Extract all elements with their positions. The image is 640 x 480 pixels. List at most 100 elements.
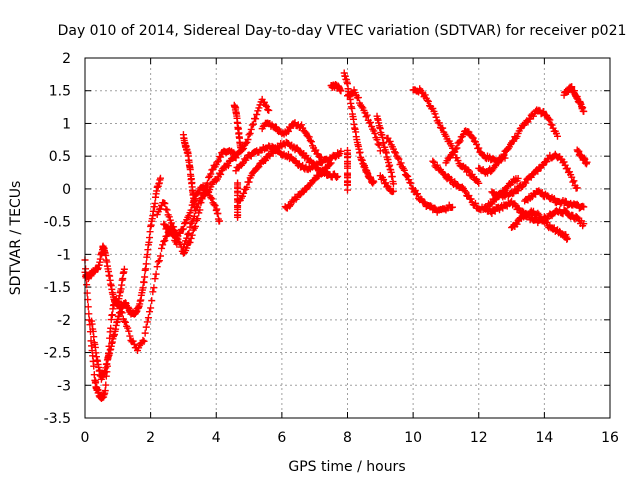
data-point — [159, 241, 167, 249]
data-point — [142, 323, 150, 331]
data-point — [568, 173, 576, 181]
data-point — [224, 162, 232, 170]
data-point — [161, 199, 169, 207]
data-point — [108, 311, 116, 319]
data-point — [161, 237, 169, 245]
data-point — [152, 270, 160, 278]
data-point — [431, 110, 439, 118]
data-point — [120, 265, 128, 273]
y-tick-label: 0 — [62, 182, 71, 198]
y-tick-label: -3 — [57, 378, 71, 394]
data-point — [120, 317, 128, 325]
data-point — [146, 308, 154, 316]
data-point — [547, 120, 555, 128]
data-point — [366, 118, 374, 126]
data-point — [546, 116, 554, 124]
data-point — [244, 136, 252, 144]
data-point — [116, 309, 124, 317]
data-point — [514, 174, 522, 182]
data-point — [499, 154, 507, 162]
data-point — [344, 186, 351, 194]
data-point — [261, 156, 269, 164]
data-point — [187, 219, 195, 227]
data-point — [317, 154, 325, 162]
data-point — [186, 238, 194, 246]
data-point — [265, 106, 273, 114]
y-tick-label: -3.5 — [44, 411, 71, 427]
data-point — [160, 237, 168, 245]
data-point — [191, 204, 199, 212]
data-point — [183, 234, 191, 242]
data-point — [240, 189, 248, 197]
data-point — [185, 229, 193, 237]
data-point — [376, 147, 384, 155]
data-point — [534, 209, 542, 217]
data-point — [165, 213, 173, 221]
data-point — [217, 153, 225, 161]
data-point — [327, 159, 335, 167]
data-point — [263, 102, 271, 110]
data-point — [541, 217, 549, 225]
data-point — [306, 137, 314, 145]
data-point — [570, 177, 578, 185]
data-point — [453, 144, 461, 152]
data-point — [310, 159, 318, 167]
data-point — [513, 220, 521, 228]
data-point — [142, 260, 150, 268]
x-tick-label: 6 — [277, 430, 286, 446]
data-point — [140, 337, 148, 345]
data-point — [217, 170, 225, 178]
data-point — [213, 158, 221, 166]
data-point — [573, 200, 581, 208]
data-point — [488, 200, 496, 208]
x-tick-label: 0 — [81, 430, 90, 446]
series-arc-14 — [327, 80, 345, 95]
series-arc-1 — [81, 242, 128, 308]
data-point — [373, 136, 381, 144]
data-point — [311, 161, 319, 169]
data-point — [455, 138, 463, 146]
data-point — [151, 199, 159, 207]
data-point — [481, 203, 489, 211]
data-point — [149, 288, 157, 296]
series-arc-13 — [281, 159, 335, 212]
data-point — [269, 149, 277, 157]
data-point — [187, 206, 195, 214]
data-point — [156, 252, 164, 260]
data-point — [181, 240, 189, 248]
data-point — [374, 140, 382, 148]
data-point — [153, 263, 161, 271]
data-point — [163, 232, 171, 240]
x-tick-label: 2 — [146, 430, 155, 446]
series-arc-20 — [376, 172, 397, 196]
data-point — [102, 381, 110, 389]
data-point — [245, 178, 253, 186]
data-point — [165, 225, 173, 233]
data-point — [391, 148, 399, 156]
series-arc-17 — [344, 146, 351, 194]
series-arc-3 — [88, 174, 164, 383]
axis-ticks: 0 2 4 6 8 10 12 14 16-3.5-3-2.5-2-1.5-1-0.500.51… — [44, 51, 619, 446]
data-point — [514, 204, 522, 212]
data-point — [129, 337, 137, 345]
data-point — [246, 129, 254, 137]
series-arc-27 — [508, 207, 571, 243]
data-point — [326, 160, 334, 168]
data-point — [249, 120, 257, 128]
data-point — [400, 166, 408, 174]
series-arc-12 — [234, 179, 242, 221]
data-point — [429, 157, 437, 165]
data-point — [261, 101, 269, 109]
data-point — [216, 217, 224, 225]
data-point — [254, 164, 262, 172]
data-point — [204, 179, 211, 187]
data-point — [170, 223, 178, 231]
data-point — [394, 154, 402, 162]
data-point — [126, 332, 134, 340]
data-point — [253, 110, 261, 118]
data-point — [247, 125, 255, 133]
data-point — [475, 144, 483, 152]
data-point — [375, 141, 383, 149]
y-tick-label: -0.5 — [44, 215, 71, 231]
